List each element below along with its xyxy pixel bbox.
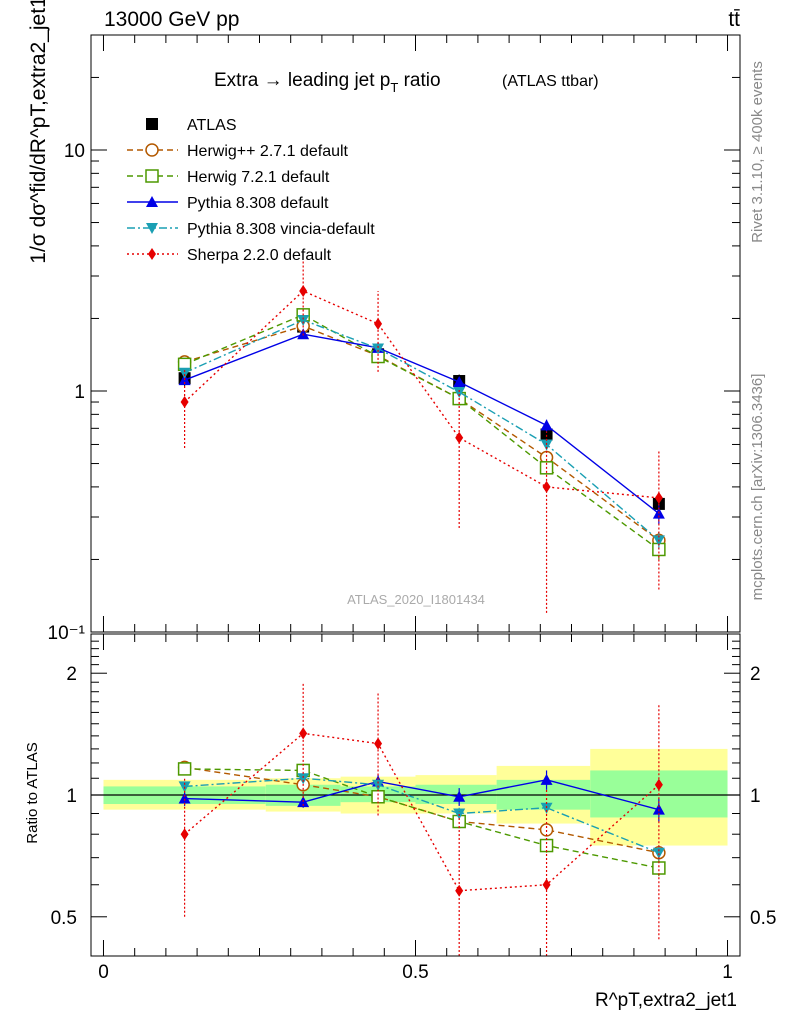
plot-title-sub: T xyxy=(390,80,398,95)
series-ATLAS xyxy=(178,320,665,514)
ratio-point xyxy=(374,737,383,750)
x-tick-label: 1 xyxy=(722,962,733,983)
main-y-tick-label: 1 xyxy=(74,382,85,403)
series-vincia xyxy=(178,315,665,550)
legend-marker xyxy=(145,169,159,183)
legend-label: Herwig 7.2.1 default xyxy=(187,169,330,186)
x-axis-label: R^pT,extra2_jet1 xyxy=(595,990,737,1011)
plot-title-main: Extra → leading jet p xyxy=(214,70,390,91)
data-point xyxy=(542,480,551,493)
data-point xyxy=(299,284,308,297)
legend-label: Pythia 8.308 vincia-default xyxy=(187,221,375,238)
ratio-line-pythia xyxy=(184,779,660,811)
ratio-point xyxy=(652,803,665,815)
ratio-y-tick-label-right: 0.5 xyxy=(750,908,776,929)
data-point xyxy=(180,396,189,409)
ratio-point xyxy=(539,838,554,853)
legend-marker xyxy=(146,196,158,207)
data-point xyxy=(540,419,553,431)
series-line-herwigpp xyxy=(184,325,660,541)
main-y-label-text: 1/σ dσ^fid/dR^pT,extra2_jet1 xyxy=(27,0,50,264)
ratio-y-tick-label-right: 1 xyxy=(750,786,761,807)
plot-title: Extra → leading jet pT ratio xyxy=(214,70,441,95)
legend-label: Herwig++ 2.7.1 default xyxy=(187,143,349,160)
series-line-vincia xyxy=(184,319,660,541)
main-y-tick-label: 10 xyxy=(64,141,85,162)
ratio-point xyxy=(652,847,665,859)
legend-label: ATLAS xyxy=(187,117,237,134)
ratio-point xyxy=(540,773,553,785)
ratio-point xyxy=(177,762,192,776)
ratio-y-label: Ratio to ATLAS xyxy=(24,742,41,843)
data-point xyxy=(540,439,553,451)
legend-label: Pythia 8.308 default xyxy=(187,195,329,212)
ratio-point xyxy=(299,727,308,740)
ratio-point xyxy=(297,773,310,785)
ratio-y-tick-label-right: 2 xyxy=(750,664,761,685)
series-line-pythia xyxy=(184,333,660,515)
ratio-line-herwig7 xyxy=(184,768,660,869)
series-pythia xyxy=(178,328,665,525)
analysis-watermark: ATLAS_2020_I1801434 xyxy=(347,592,485,607)
series-line-herwig7 xyxy=(184,314,660,551)
series-herwig7 xyxy=(177,308,666,560)
data-point xyxy=(297,315,310,327)
legend-marker xyxy=(145,143,159,157)
rivet-label: Rivet 3.1.10, ≥ 400k events xyxy=(749,61,766,243)
ratio-point xyxy=(455,884,464,897)
ratio-point xyxy=(542,878,551,891)
legend: ATLAS Herwig++ 2.7.1 default Herwig 7.2.1 … xyxy=(127,117,375,264)
series-sherpa xyxy=(180,259,663,613)
series-line-sherpa xyxy=(184,290,659,499)
data-point xyxy=(453,375,466,387)
x-tick-label: 0 xyxy=(98,962,109,983)
data-point xyxy=(453,387,466,399)
legend-marker xyxy=(148,248,156,260)
ratio-point xyxy=(371,790,385,804)
legend-label: Sherpa 2.2.0 default xyxy=(187,247,332,264)
plot-title-paren: (ATLAS ttbar) xyxy=(502,73,599,90)
data-point xyxy=(540,428,553,441)
legend-marker xyxy=(146,223,158,234)
data-point xyxy=(178,367,191,379)
ratio-point xyxy=(178,792,191,804)
main-y-tick-label: 10⁻¹ xyxy=(48,623,86,644)
main-series-layer xyxy=(177,259,666,613)
ratio-line-vincia xyxy=(184,777,660,854)
ratio-point xyxy=(652,861,666,875)
ratio-y-tick-label: 1 xyxy=(66,786,77,807)
ratio-axes: 0.5 0.5 1 1 2 2 0 0.5 1 xyxy=(51,633,776,983)
ratio-series-layer xyxy=(177,682,666,956)
main-y-label: 1/σ dσ^fid/dR^pT,extra2_jet1 xyxy=(27,0,50,264)
green-band xyxy=(415,784,497,805)
ratio-y-tick-label: 0.5 xyxy=(51,908,77,929)
ratio-point xyxy=(180,828,189,841)
ratio-series-vincia xyxy=(178,773,665,861)
data-point xyxy=(374,317,383,330)
ratio-point xyxy=(453,790,466,802)
ratio-y-tick-label: 2 xyxy=(66,664,77,685)
legend-marker xyxy=(146,118,158,130)
energy-label: 13000 GeV pp xyxy=(104,8,239,31)
x-tick-label: 0.5 xyxy=(402,962,428,983)
ratio-series-sherpa xyxy=(180,682,663,956)
mcplots-label: mcplots.cern.ch [arXiv:1306.3436] xyxy=(749,374,766,601)
ratio-point xyxy=(540,802,553,814)
ratio-point xyxy=(654,778,663,791)
data-point xyxy=(455,431,464,444)
plot-title-rest: ratio xyxy=(398,70,440,91)
data-point xyxy=(372,343,385,355)
ratio-line-sherpa xyxy=(184,732,660,892)
ratio-point xyxy=(372,779,385,791)
process-label: tt̄ xyxy=(728,8,740,31)
main-axes: 10⁻¹ 1 10 xyxy=(48,34,740,644)
data-point xyxy=(654,491,663,504)
